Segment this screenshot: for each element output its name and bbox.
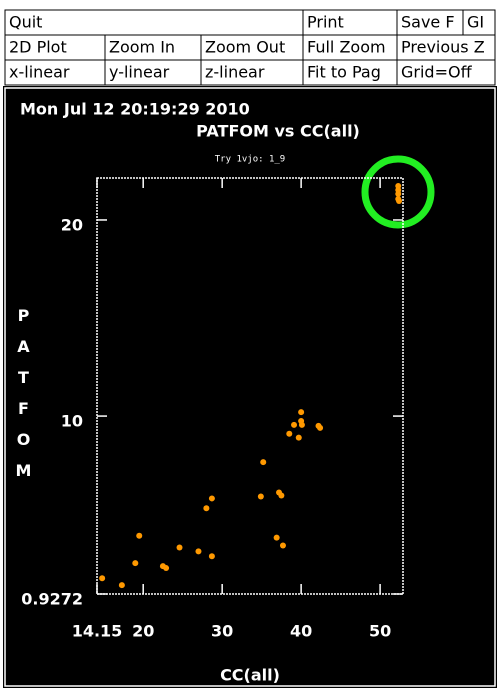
point bbox=[176, 544, 183, 551]
menu-button[interactable] bbox=[302, 59, 398, 86]
menu-button[interactable] bbox=[4, 9, 304, 36]
menu-button-label[interactable]: Save F bbox=[401, 13, 455, 32]
point bbox=[295, 434, 302, 441]
point bbox=[136, 532, 143, 539]
point bbox=[396, 197, 403, 204]
timestamp: Mon Jul 12 20:19:29 2010 bbox=[20, 100, 250, 119]
x-tick-label: 14.15 bbox=[72, 622, 123, 641]
menu-button-label[interactable]: z-linear bbox=[205, 63, 265, 82]
point bbox=[208, 553, 215, 560]
x-tick-label: 20 bbox=[132, 622, 154, 641]
point bbox=[208, 495, 215, 502]
menu-button-label[interactable]: Previous Z bbox=[401, 38, 485, 57]
x-tick-label: 50 bbox=[369, 622, 391, 641]
menu-button[interactable] bbox=[200, 59, 304, 86]
chart-title: PATFOM vs CC(all) bbox=[196, 122, 360, 141]
point bbox=[298, 421, 305, 428]
point bbox=[99, 575, 106, 582]
point bbox=[298, 409, 305, 416]
point bbox=[195, 548, 202, 555]
point bbox=[118, 582, 125, 589]
plot-frame bbox=[96, 177, 404, 595]
plot-window bbox=[3, 86, 497, 688]
x-axis-label: CC(all) bbox=[220, 666, 280, 685]
menu-button-label[interactable]: x-linear bbox=[9, 63, 70, 82]
point bbox=[163, 565, 170, 572]
y-axis-label: PATFOM bbox=[14, 306, 33, 492]
menu-button-label[interactable]: Full Zoom bbox=[307, 38, 386, 57]
point bbox=[132, 560, 139, 567]
point bbox=[317, 424, 324, 431]
menu-button[interactable] bbox=[104, 59, 202, 86]
point bbox=[286, 430, 293, 437]
point bbox=[291, 421, 298, 428]
x-tick-label: 40 bbox=[290, 622, 312, 641]
x-tick-label: 30 bbox=[211, 622, 233, 641]
point bbox=[203, 505, 210, 512]
plot-border bbox=[4, 87, 496, 687]
menu-button-label[interactable]: Zoom In bbox=[109, 38, 175, 57]
menu-button-label[interactable]: 2D Plot bbox=[9, 38, 67, 57]
highlight-circle bbox=[361, 155, 435, 229]
menu-button-label[interactable]: Zoom Out bbox=[205, 38, 285, 57]
menu-button-label[interactable]: Print bbox=[307, 13, 344, 32]
menu-button-label[interactable]: Grid=Off bbox=[401, 63, 473, 82]
menu-button-label[interactable]: GI bbox=[467, 13, 484, 32]
menu-button[interactable] bbox=[200, 34, 304, 61]
menu-button-label[interactable]: y-linear bbox=[109, 63, 170, 82]
y-tick-label: 10 bbox=[61, 412, 83, 431]
point bbox=[395, 190, 402, 197]
y-tick-label: 20 bbox=[61, 215, 83, 234]
point bbox=[273, 534, 280, 541]
point bbox=[260, 459, 267, 466]
point bbox=[278, 492, 285, 499]
menu-button[interactable] bbox=[4, 34, 106, 61]
point bbox=[279, 542, 286, 549]
y-tick-label: 0.9272 bbox=[21, 590, 83, 609]
point bbox=[257, 493, 264, 500]
menu-button[interactable] bbox=[396, 34, 496, 61]
menu-button[interactable] bbox=[396, 59, 496, 86]
menu-button-label[interactable]: Fit to Pag bbox=[307, 63, 381, 82]
chart-subtitle: Try 1vjo: 1_9 bbox=[215, 155, 285, 165]
menu-button-label[interactable]: Quit bbox=[9, 13, 42, 32]
